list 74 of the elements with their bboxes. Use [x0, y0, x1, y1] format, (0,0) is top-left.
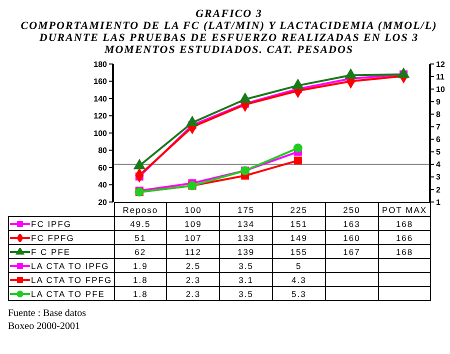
x-tick-label: 225: [272, 202, 326, 216]
x-tick-label: 250: [325, 202, 378, 216]
y-tick-label: 40: [98, 180, 108, 190]
data-label: 109: [166, 216, 220, 230]
y2-tick-label: 6: [436, 135, 441, 144]
data-label: 166: [378, 230, 431, 244]
y2-tick-label: 4: [436, 160, 441, 170]
data-label: 155: [272, 244, 326, 258]
y-tick-label: 20: [98, 198, 108, 207]
y-tick-label: 160: [94, 77, 108, 86]
data-label: 1.8: [114, 272, 167, 286]
data-label: 5: [272, 258, 326, 272]
data-label: 168: [378, 216, 431, 230]
legend-label: FC FPFG: [31, 232, 74, 242]
data-label: 107: [166, 230, 220, 244]
data-label: 2.3: [166, 272, 220, 286]
point: [292, 78, 304, 90]
data-label: 149: [272, 230, 326, 244]
y2-tick-label: 2: [436, 185, 441, 194]
y-tick-label: 100: [94, 128, 108, 138]
data-label: 112: [166, 244, 220, 258]
y2-tick-label: 8: [436, 110, 441, 120]
y2-tick-label: 11: [436, 72, 446, 82]
data-label: 134: [220, 216, 272, 230]
point: [344, 68, 357, 79]
point: [186, 116, 198, 126]
y-tick-label: 80: [98, 146, 108, 156]
y2-tick-label: 5: [436, 148, 441, 157]
chart-title: GRAFICO 3: [194, 8, 264, 20]
data-label: 3.1: [220, 272, 272, 286]
point: [293, 144, 302, 153]
point: [294, 156, 302, 165]
y-tick-label: 60: [98, 163, 108, 172]
data-label: 5.3: [272, 286, 326, 300]
data-label: 49.5: [114, 216, 167, 230]
data-label: 2.5: [166, 258, 220, 272]
data-label: 1.9: [114, 258, 167, 272]
data-label: 167: [325, 244, 378, 258]
chart-subtitle: COMPORTAMIENTO DE LA FC (LAT/MIN) Y LACTACIDEMIA (MMOL/L) DURANTE LAS PRUEBAS DE ESFUERZO REALIZADAS EN LOS 3 MOMENTOS ESTUDIADOS. CAT. PESADOS: [20, 20, 438, 56]
y-tick-label: 120: [94, 112, 108, 121]
data-label: 4.3: [272, 272, 326, 286]
point: [398, 67, 410, 78]
data-label: 168: [378, 244, 431, 258]
x-tick-label: 175: [220, 202, 272, 216]
x-tick-label: POT MAX: [378, 202, 431, 216]
data-label: 1.8: [114, 286, 167, 300]
y2-tick-label: 3: [436, 172, 441, 182]
data-label: 160: [325, 230, 378, 244]
data-label: 51: [114, 230, 167, 244]
legend-label: LA CTA TO PFE: [31, 288, 105, 298]
y-tick-label: 140: [94, 94, 108, 104]
source-note: Fuente : Base datos: [8, 307, 88, 320]
x-tick-label: 100: [166, 202, 220, 216]
data-label: 2.3: [166, 286, 220, 300]
legend-label: LA CTA TO FPFG: [31, 274, 112, 284]
y-tick-label: 180: [94, 60, 108, 69]
y2-tick-label: 10: [436, 84, 446, 94]
y2-tick-label: 9: [436, 97, 441, 106]
point: [239, 92, 252, 103]
data-label: 151: [272, 216, 326, 230]
data-label: 62: [114, 244, 167, 258]
data-label: 3.5: [220, 258, 272, 272]
legend-label: F C PFE: [31, 246, 71, 256]
text: Boxeo 2000-2001: [8, 320, 81, 333]
data-label: 163: [325, 216, 378, 230]
legend-label: FC IPFG: [31, 218, 72, 228]
data-label: 133: [220, 230, 272, 244]
data-label: 3.5: [220, 286, 272, 300]
y2-tick-label: 12: [436, 60, 446, 69]
data-label: 139: [220, 244, 272, 258]
legend-label: LA CTA TO IPFG: [31, 260, 110, 270]
x-tick-label: Reposo: [114, 202, 167, 216]
y2-tick-label: 1: [436, 198, 441, 207]
y2-tick-label: 7: [436, 122, 441, 132]
